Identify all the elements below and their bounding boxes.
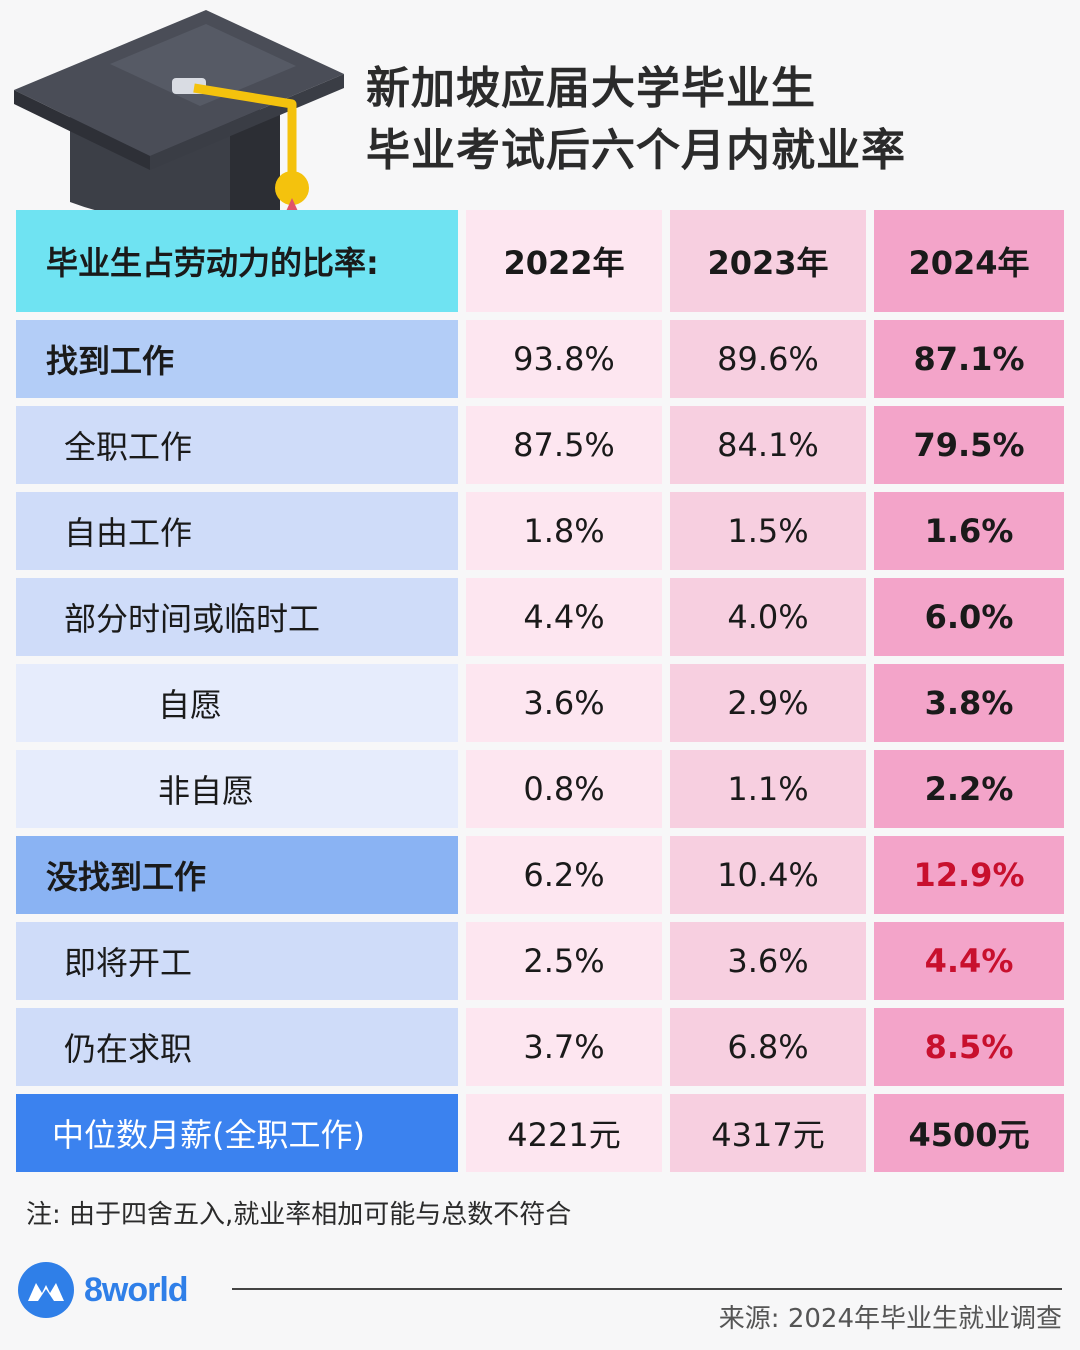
value-2023: 1.5% bbox=[670, 492, 866, 570]
row-label: 部分时间或临时工 bbox=[16, 578, 458, 656]
brand-logo[interactable]: 8world bbox=[18, 1262, 189, 1318]
employment-table: 毕业生占劳动力的比率: 2022年 2023年 2024年 找到工作 93.8%… bbox=[16, 210, 1064, 1172]
row-label: 没找到工作 bbox=[16, 836, 458, 914]
8world-logo-icon bbox=[18, 1262, 74, 1318]
value-2023: 84.1% bbox=[670, 406, 866, 484]
value-2022: 6.2% bbox=[466, 836, 662, 914]
year-header-2024: 2024年 bbox=[874, 210, 1064, 312]
brand-name: 8world bbox=[84, 1270, 189, 1309]
title-line-2: 毕业考试后六个月内就业率 bbox=[366, 125, 906, 176]
value-2024: 12.9% bbox=[874, 836, 1064, 914]
value-2024: 8.5% bbox=[874, 1008, 1064, 1086]
footnote: 注: 由于四舍五入,就业率相加可能与总数不符合 bbox=[26, 1200, 572, 1230]
value-2023: 3.6% bbox=[670, 922, 866, 1000]
row-label: 中位数月薪(全职工作) bbox=[16, 1094, 458, 1172]
value-2023: 4317元 bbox=[670, 1094, 866, 1172]
value-2022: 93.8% bbox=[466, 320, 662, 398]
table-header-row: 毕业生占劳动力的比率: 2022年 2023年 2024年 bbox=[16, 210, 1064, 312]
table-row: 自愿 3.6% 2.9% 3.8% bbox=[16, 664, 1064, 742]
value-2023: 89.6% bbox=[670, 320, 866, 398]
value-2024: 4500元 bbox=[874, 1094, 1064, 1172]
value-2022: 3.7% bbox=[466, 1008, 662, 1086]
table-row: 非自愿 0.8% 1.1% 2.2% bbox=[16, 750, 1064, 828]
graduation-cap-icon bbox=[14, 10, 344, 238]
value-2022: 3.6% bbox=[466, 664, 662, 742]
value-2024: 87.1% bbox=[874, 320, 1064, 398]
page-title: 新加坡应届大学毕业生 毕业考试后六个月内就业率 bbox=[366, 58, 906, 182]
row-label: 全职工作 bbox=[16, 406, 458, 484]
row-label: 仍在求职 bbox=[16, 1008, 458, 1086]
table-row: 全职工作 87.5% 84.1% 79.5% bbox=[16, 406, 1064, 484]
table-row: 找到工作 93.8% 89.6% 87.1% bbox=[16, 320, 1064, 398]
row-label: 非自愿 bbox=[16, 750, 458, 828]
value-2024: 4.4% bbox=[874, 922, 1064, 1000]
value-2024: 79.5% bbox=[874, 406, 1064, 484]
value-2024: 3.8% bbox=[874, 664, 1064, 742]
value-2024: 6.0% bbox=[874, 578, 1064, 656]
table-row: 自由工作 1.8% 1.5% 1.6% bbox=[16, 492, 1064, 570]
year-header-2023: 2023年 bbox=[670, 210, 866, 312]
value-2023: 1.1% bbox=[670, 750, 866, 828]
value-2023: 2.9% bbox=[670, 664, 866, 742]
year-header-2022: 2022年 bbox=[466, 210, 662, 312]
table-row: 部分时间或临时工 4.4% 4.0% 6.0% bbox=[16, 578, 1064, 656]
value-2022: 1.8% bbox=[466, 492, 662, 570]
value-2023: 6.8% bbox=[670, 1008, 866, 1086]
source-credit: 来源: 2024年毕业生就业调查 bbox=[718, 1304, 1062, 1334]
row-label: 即将开工 bbox=[16, 922, 458, 1000]
value-2022: 4.4% bbox=[466, 578, 662, 656]
table-row: 仍在求职 3.7% 6.8% 8.5% bbox=[16, 1008, 1064, 1086]
value-2023: 4.0% bbox=[670, 578, 866, 656]
table-row-salary: 中位数月薪(全职工作) 4221元 4317元 4500元 bbox=[16, 1094, 1064, 1172]
value-2022: 2.5% bbox=[466, 922, 662, 1000]
footer-divider bbox=[232, 1288, 1062, 1290]
value-2023: 10.4% bbox=[670, 836, 866, 914]
row-label: 自由工作 bbox=[16, 492, 458, 570]
value-2022: 0.8% bbox=[466, 750, 662, 828]
value-2024: 1.6% bbox=[874, 492, 1064, 570]
table-row: 即将开工 2.5% 3.6% 4.4% bbox=[16, 922, 1064, 1000]
row-label: 找到工作 bbox=[16, 320, 458, 398]
header-label: 毕业生占劳动力的比率: bbox=[16, 210, 458, 312]
value-2022: 4221元 bbox=[466, 1094, 662, 1172]
value-2022: 87.5% bbox=[466, 406, 662, 484]
row-label: 自愿 bbox=[16, 664, 458, 742]
title-line-1: 新加坡应届大学毕业生 bbox=[366, 63, 816, 114]
table-row: 没找到工作 6.2% 10.4% 12.9% bbox=[16, 836, 1064, 914]
value-2024: 2.2% bbox=[874, 750, 1064, 828]
